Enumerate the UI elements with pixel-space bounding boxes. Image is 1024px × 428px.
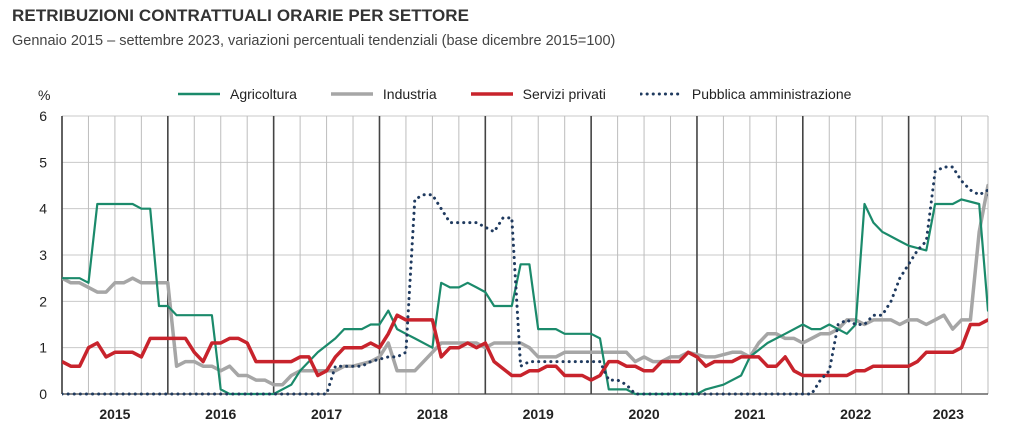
y-tick-label: 2 xyxy=(39,293,47,309)
x-axis: 2015 2016 2017 2018 2019 2020 2021 2022 2023 xyxy=(99,406,964,422)
y-tick-label: 1 xyxy=(39,340,47,356)
legend-swatch-servizi-privati xyxy=(470,92,513,96)
y-tick-label: 5 xyxy=(39,154,47,170)
y-tick-label: 6 xyxy=(39,108,47,124)
x-tick-label: 2015 xyxy=(99,406,130,422)
x-tick-label: 2019 xyxy=(523,406,554,422)
legend-item-agricoltura: Agricoltura xyxy=(178,86,297,102)
series-line-servizi-privati xyxy=(62,313,988,382)
legend-item-industria: Industria xyxy=(330,86,437,102)
legend: Agricoltura Industria Servizi privati Pu… xyxy=(178,86,885,102)
legend-item-pubblica-amministrazione: Pubblica amministrazione xyxy=(639,86,852,102)
y-tick-label: 0 xyxy=(39,386,47,402)
legend-label-industria: Industria xyxy=(382,86,437,102)
chart-title: RETRIBUZIONI CONTRATTUALI ORARIE PER SET… xyxy=(12,6,470,25)
legend-label-servizi-privati: Servizi privati xyxy=(522,86,606,102)
y-axis: % 0 1 2 3 4 5 6 xyxy=(38,87,50,402)
y-tick-label: 3 xyxy=(39,247,47,263)
legend-swatch-pubblica-amministrazione xyxy=(639,92,682,96)
x-tick-label: 2016 xyxy=(205,406,236,422)
x-tick-label: 2018 xyxy=(417,406,448,422)
y-tick-label: 4 xyxy=(39,201,47,217)
legend-swatch-industria xyxy=(330,92,373,96)
series-lines xyxy=(62,165,988,396)
x-tick-label: 2023 xyxy=(933,406,964,422)
grid xyxy=(61,115,989,395)
x-tick-label: 2021 xyxy=(734,406,765,422)
legend-label-agricoltura: Agricoltura xyxy=(230,86,297,102)
chart-subtitle: Gennaio 2015 – settembre 2023, variazion… xyxy=(12,33,616,49)
legend-item-servizi-privati: Servizi privati xyxy=(470,86,606,102)
series-line-industria xyxy=(62,183,988,387)
series-line-pubblica-amministrazione xyxy=(62,165,988,396)
legend-swatch-agricoltura xyxy=(178,92,220,96)
y-axis-label: % xyxy=(38,87,50,103)
x-tick-label: 2017 xyxy=(311,406,342,422)
legend-label-pubblica-amministrazione: Pubblica amministrazione xyxy=(691,86,852,102)
series-line-agricoltura xyxy=(62,198,988,396)
x-tick-label: 2022 xyxy=(840,406,871,422)
x-tick-label: 2020 xyxy=(628,406,659,422)
